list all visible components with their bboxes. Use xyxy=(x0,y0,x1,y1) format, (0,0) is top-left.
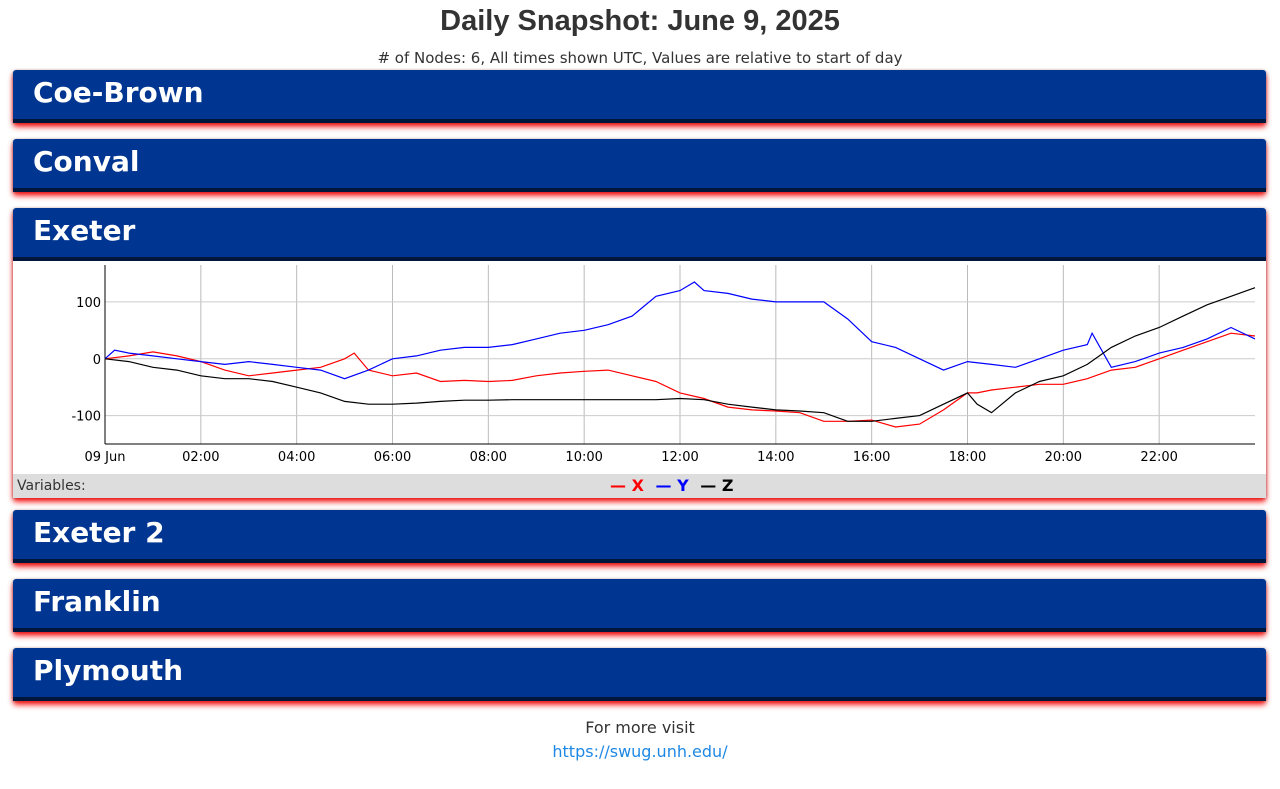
x-tick-label: 20:00 xyxy=(1045,450,1082,465)
node-panel-exeter-2: Exeter 2 xyxy=(13,510,1266,563)
series-line-z xyxy=(104,287,1256,422)
x-tick-label: 10:00 xyxy=(565,450,602,465)
chart-container: 09 Jun 02:00 04:00 06:00 08:00 10:00 12:00 14:0… xyxy=(13,261,1266,498)
legend-items: — X — Y — Z xyxy=(610,476,739,495)
x-tick-label: 04:00 xyxy=(278,450,315,465)
line-chart[interactable]: 09 Jun 02:00 04:00 06:00 08:00 10:00 12:00 14:0… xyxy=(13,261,1266,474)
x-tick-label: 12:00 xyxy=(661,450,698,465)
panel-header-coe-brown[interactable]: Coe-Brown xyxy=(13,70,1266,123)
x-tick-label: 02:00 xyxy=(182,450,219,465)
legend-item-x[interactable]: — X xyxy=(610,476,644,495)
x-tick-label: 16:00 xyxy=(853,450,890,465)
x-tick-label: 18:00 xyxy=(949,450,986,465)
panel-title: Conval xyxy=(33,145,140,178)
y-tick-label: 100 xyxy=(76,296,101,311)
node-panel-coe-brown: Coe-Brown xyxy=(13,70,1266,123)
footer-text: For more visit xyxy=(585,718,695,737)
legend-name-y: Y xyxy=(677,476,689,495)
legend-name-x: X xyxy=(631,476,644,495)
page-title: Daily Snapshot: June 9, 2025 xyxy=(440,5,840,37)
x-tick-label: 14:00 xyxy=(757,450,794,465)
y-tick-label: -100 xyxy=(71,410,101,425)
x-tick-label: 06:00 xyxy=(374,450,411,465)
panel-title: Franklin xyxy=(33,585,161,618)
panel-title: Plymouth xyxy=(33,654,184,687)
legend-bar: Variables: — X — Y — Z xyxy=(13,474,1266,498)
footer-link[interactable]: https://swug.unh.edu/ xyxy=(552,742,728,761)
legend-label: Variables: xyxy=(17,478,86,494)
legend-item-y[interactable]: — Y xyxy=(655,476,689,495)
panel-header-plymouth[interactable]: Plymouth xyxy=(13,648,1266,701)
legend-item-z[interactable]: — Z xyxy=(700,476,734,495)
node-panel-conval: Conval xyxy=(13,139,1266,192)
x-tick-label: 08:00 xyxy=(470,450,507,465)
series-line-x xyxy=(104,332,1256,428)
page-subtitle: # of Nodes: 6, All times shown UTC, Valu… xyxy=(377,49,903,67)
series-line-y xyxy=(104,281,1256,380)
panel-header-exeter[interactable]: Exeter xyxy=(13,208,1266,261)
footer: For more visit https://swug.unh.edu/ xyxy=(0,718,1280,761)
node-panel-plymouth: Plymouth xyxy=(13,648,1266,701)
panel-title: Exeter xyxy=(33,214,136,247)
y-tick-label: 0 xyxy=(93,353,101,368)
panel-header-conval[interactable]: Conval xyxy=(13,139,1266,192)
legend-name-z: Z xyxy=(721,476,734,495)
panel-title: Coe-Brown xyxy=(33,76,204,109)
x-tick-label: 22:00 xyxy=(1140,450,1177,465)
panel-header-franklin[interactable]: Franklin xyxy=(13,579,1266,632)
panel-title: Exeter 2 xyxy=(33,516,165,549)
panel-header-exeter-2[interactable]: Exeter 2 xyxy=(13,510,1266,563)
node-panel-franklin: Franklin xyxy=(13,579,1266,632)
x-tick-label: 09 Jun xyxy=(85,450,126,465)
node-panel-exeter: Exeter 09 Jun 02:00 04:00 06:00 08:00 10:00 12… xyxy=(13,208,1266,498)
